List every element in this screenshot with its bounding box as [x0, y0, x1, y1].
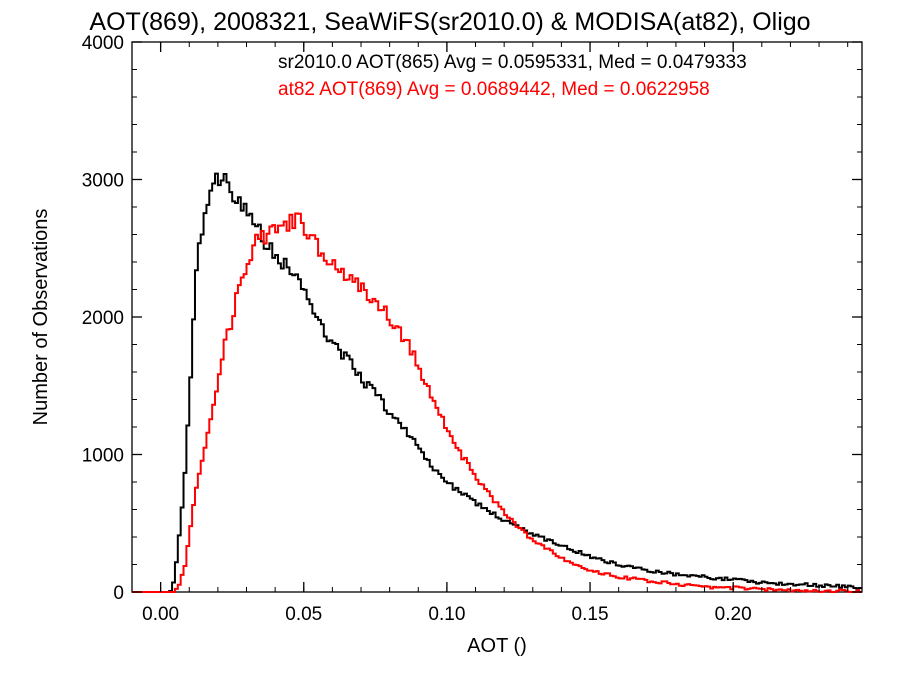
- y-tick-label: 2000: [82, 308, 124, 329]
- y-tick-label: 0: [113, 583, 124, 604]
- histogram-series-2: [132, 212, 862, 593]
- plot-frame: [131, 41, 863, 593]
- y-tick-label: 4000: [82, 33, 124, 54]
- y-tick-label: 3000: [82, 171, 124, 192]
- x-tick-label: 0.15: [572, 604, 609, 625]
- x-tick-label: 0.05: [285, 604, 322, 625]
- x-tick-label: 0.20: [715, 604, 752, 625]
- x-tick-label: 0.10: [428, 604, 465, 625]
- y-tick-label: 1000: [82, 446, 124, 467]
- stats-annotation-1: sr2010.0 AOT(865) Avg = 0.0595331, Med =…: [278, 52, 747, 73]
- chart-title: AOT(869), 2008321, SeaWiFS(sr2010.0) & M…: [89, 8, 810, 36]
- histogram-series-1: [132, 172, 862, 593]
- x-axis-label: AOT (): [467, 635, 527, 657]
- y-axis-label: Number of Observations: [30, 209, 52, 426]
- x-tick-label: 0.00: [142, 604, 179, 625]
- stats-annotation-2: at82 AOT(869) Avg = 0.0689442, Med = 0.0…: [278, 79, 710, 100]
